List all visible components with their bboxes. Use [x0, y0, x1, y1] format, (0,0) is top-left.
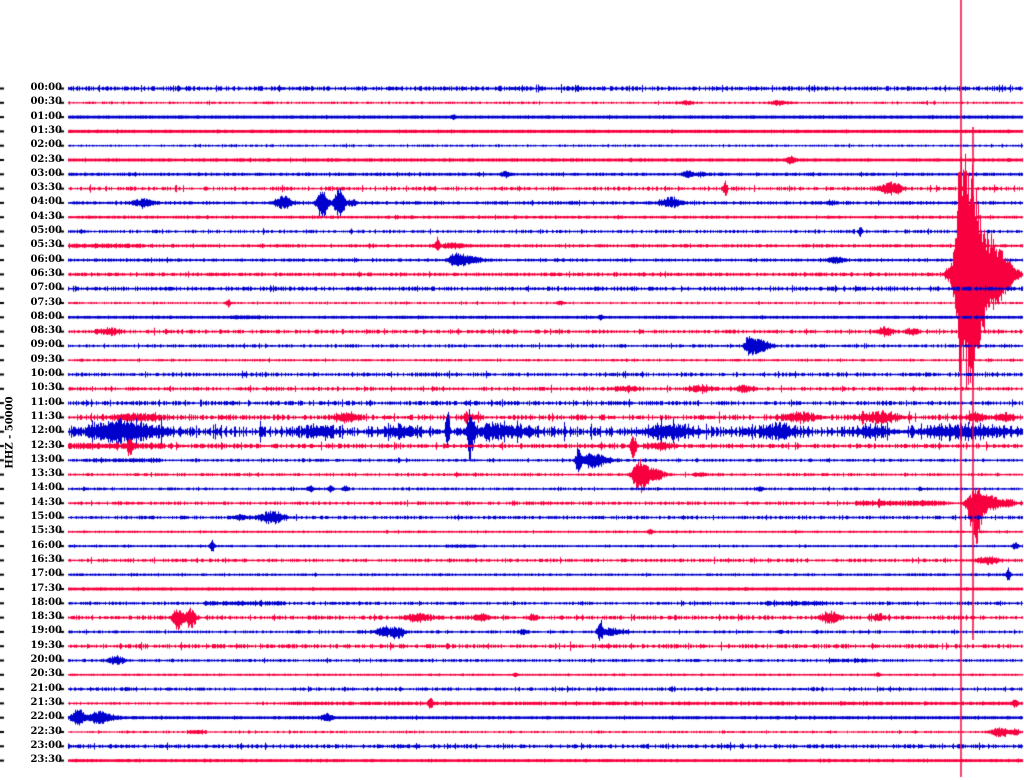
- time-label: 04:00: [30, 196, 62, 208]
- time-label: 13:30: [30, 468, 62, 480]
- time-label: 02:30: [30, 153, 62, 165]
- time-label: 15:00: [30, 511, 62, 522]
- time-label: 14:30: [30, 496, 62, 508]
- time-label: 22:00: [30, 711, 62, 723]
- time-label: 12:30: [30, 439, 62, 451]
- time-label: 09:00: [30, 339, 62, 351]
- time-label: 05:30: [30, 239, 62, 251]
- time-label: 09:30: [30, 353, 62, 365]
- time-label: 00:00: [30, 82, 62, 93]
- time-label: 03:00: [30, 167, 62, 179]
- time-label: 07:00: [30, 282, 62, 294]
- time-label: 19:00: [30, 625, 62, 637]
- time-label: 04:30: [30, 210, 62, 222]
- channel-scale-label: HHZ - 50000: [4, 396, 16, 469]
- time-label: 06:30: [30, 267, 62, 279]
- time-label: 08:30: [30, 325, 62, 337]
- time-label: 22:30: [30, 725, 62, 737]
- time-label: 10:00: [30, 368, 62, 379]
- time-label: 21:00: [30, 682, 62, 694]
- time-label: 03:30: [30, 182, 62, 194]
- time-label: 11:00: [30, 396, 62, 408]
- time-label: 16:30: [30, 553, 62, 565]
- time-label: 02:00: [30, 139, 62, 151]
- time-label: 13:00: [30, 453, 62, 465]
- time-label: 23:30: [30, 754, 62, 766]
- time-label: 11:30: [30, 410, 62, 422]
- time-label: 16:00: [30, 539, 62, 551]
- time-label: 18:30: [30, 611, 62, 623]
- time-label: 23:00: [30, 739, 62, 751]
- time-label: 12:00: [30, 425, 62, 437]
- time-label: 14:00: [30, 482, 62, 494]
- time-label: 17:30: [30, 582, 62, 594]
- time-label: 07:30: [30, 296, 62, 308]
- time-label: 18:00: [30, 596, 62, 608]
- time-label: 20:30: [30, 668, 62, 680]
- time-label: 15:30: [30, 525, 62, 537]
- time-label: 17:00: [30, 568, 62, 580]
- time-label: 01:30: [30, 124, 62, 136]
- time-label: 01:00: [30, 110, 62, 122]
- time-label: 20:00: [30, 654, 62, 665]
- time-label: 00:30: [30, 96, 62, 108]
- time-label: 05:00: [30, 225, 62, 236]
- time-label: 08:00: [30, 310, 62, 322]
- time-label: 19:30: [30, 639, 62, 651]
- time-label: 21:30: [30, 696, 62, 708]
- time-label: 10:30: [30, 382, 62, 394]
- time-label: 06:00: [30, 253, 62, 265]
